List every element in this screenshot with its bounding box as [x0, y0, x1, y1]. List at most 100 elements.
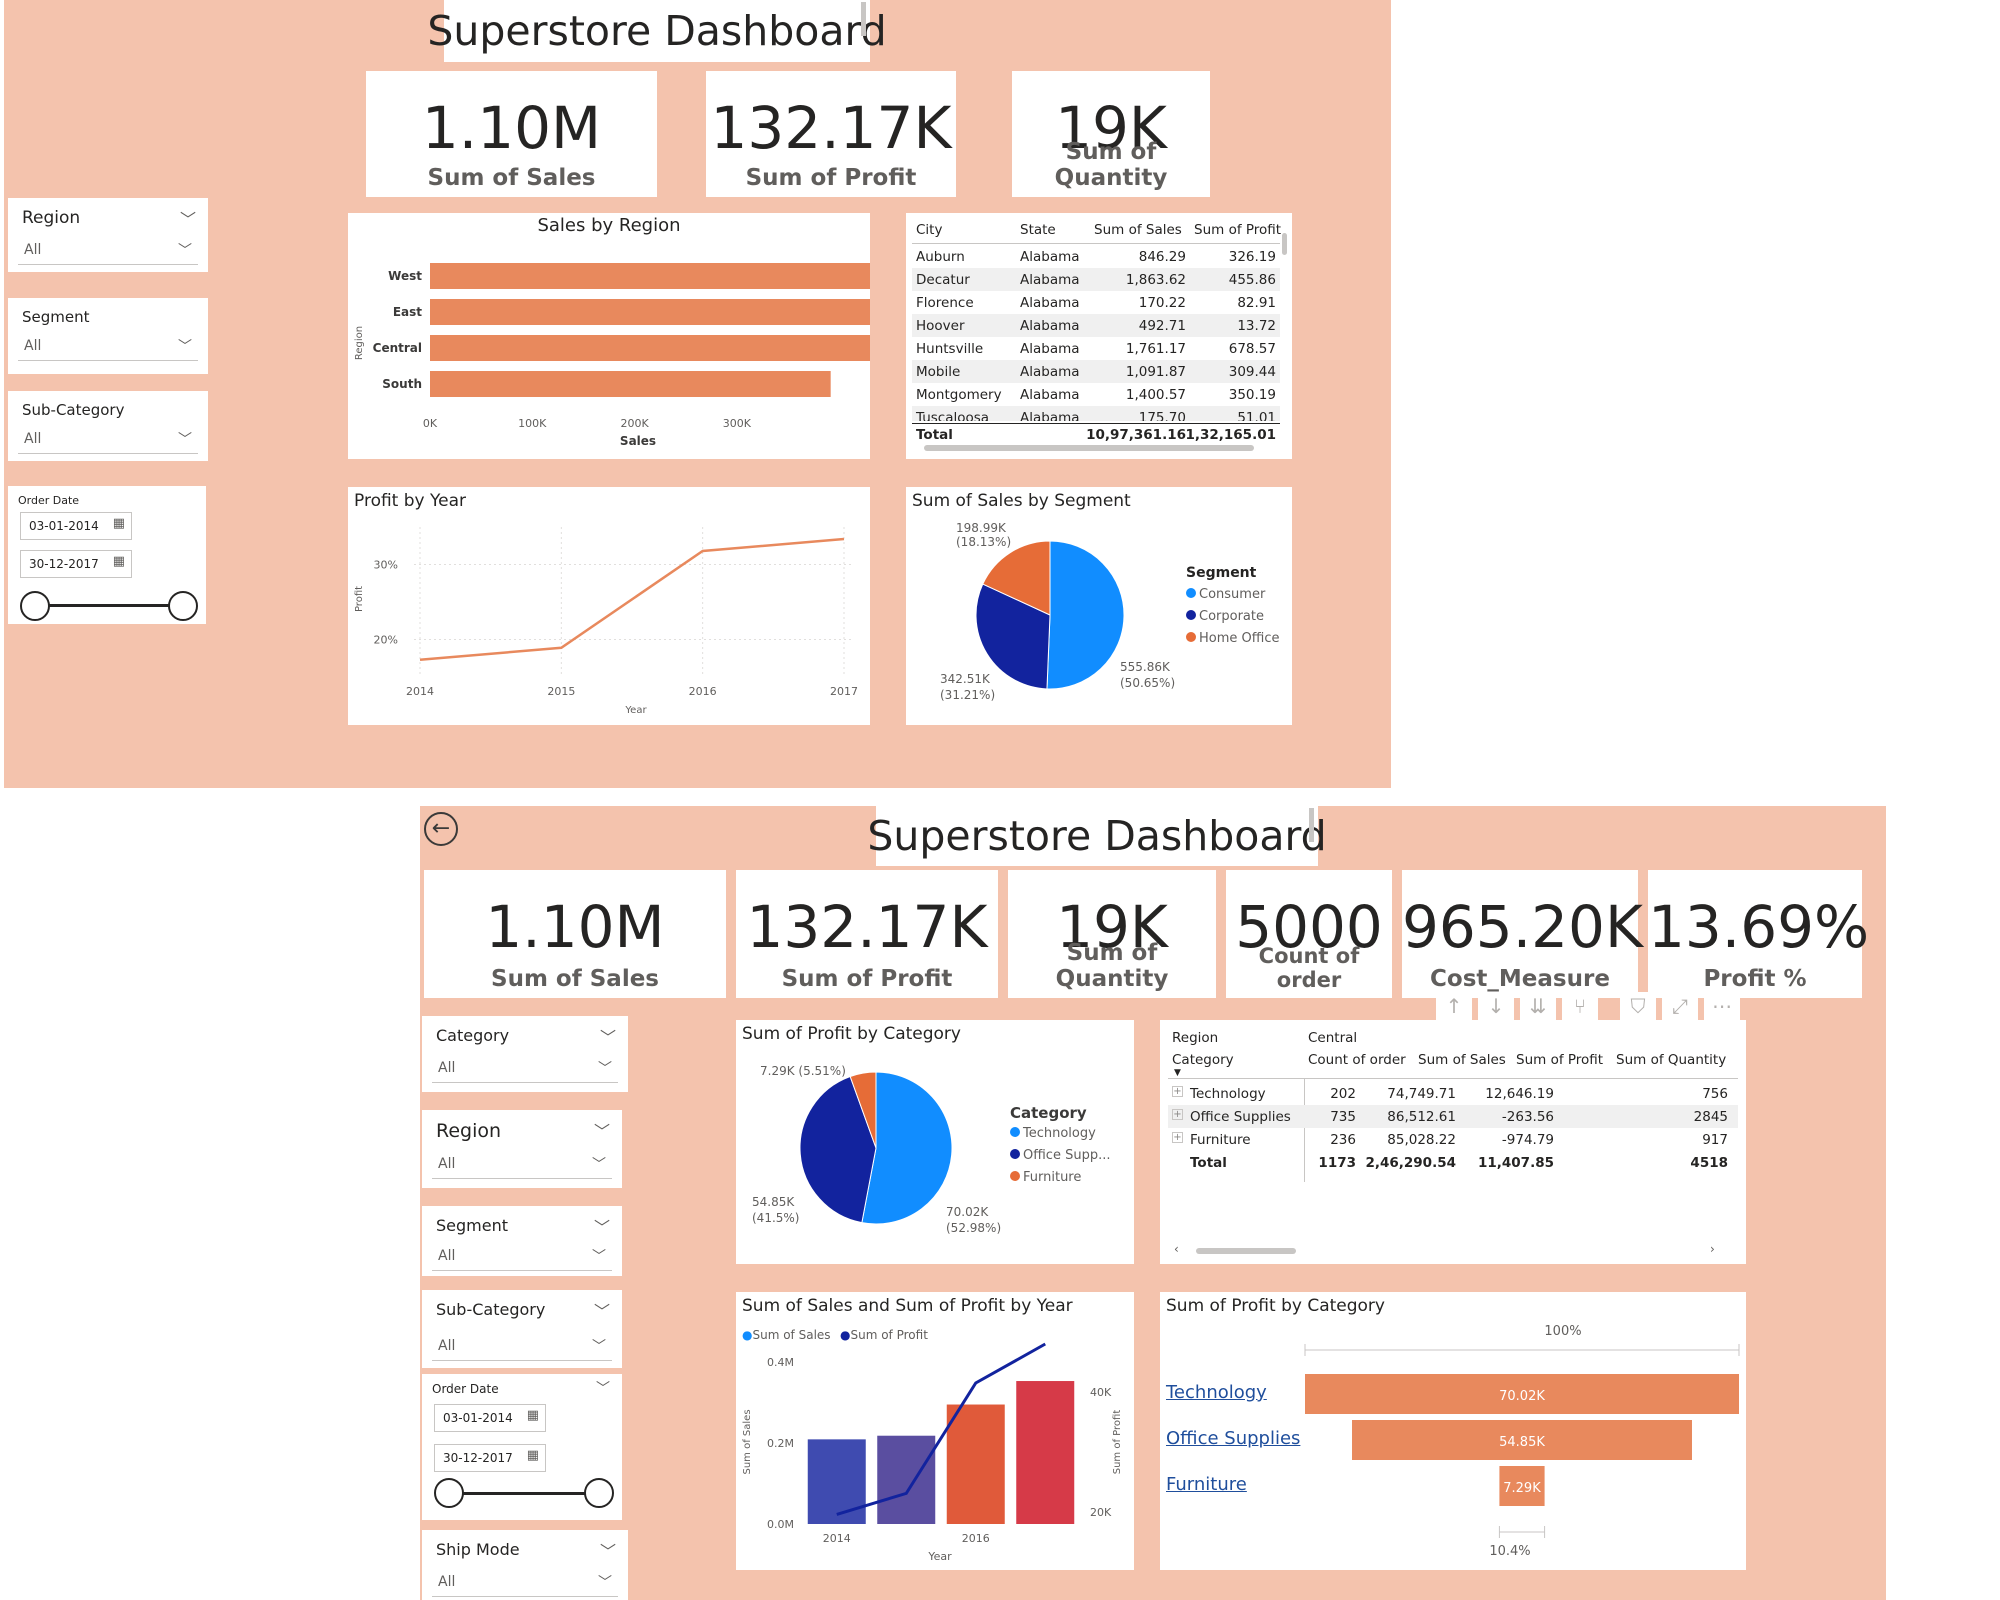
profit-by-category-funnel-visual[interactable]: Sum of Profit by Category 100% 10.4% 70.…	[1160, 1292, 1746, 1570]
start-date-input[interactable]: 03-01-2014 ▦	[20, 512, 132, 540]
segment-dropdown[interactable]: All ﹀	[18, 332, 198, 361]
funnel-category-link[interactable]: Office Supplies	[1166, 1428, 1301, 1449]
kpi-card-cost-measure[interactable]: 965.20K Cost_Measure	[1402, 870, 1643, 998]
region-slicer[interactable]: Region ﹀ All ﹀	[8, 198, 208, 272]
funnel-category-link[interactable]: Technology	[1166, 1382, 1267, 1403]
segment-slicer[interactable]: Segment ﹀ All ﹀	[422, 1206, 622, 1276]
vertical-scrollbar[interactable]	[1282, 233, 1287, 255]
legend-item[interactable]: Furniture	[1010, 1170, 1134, 1192]
column-header-state[interactable]: State	[1020, 222, 1056, 238]
end-date-input[interactable]: 30-12-2017 ▦	[434, 1444, 546, 1472]
filter-icon[interactable]: ⛉	[1620, 992, 1656, 1020]
date-slider-start-handle[interactable]	[20, 591, 50, 621]
horizontal-scrollbar[interactable]	[1196, 1248, 1296, 1254]
matrix-row[interactable]: + Office Supplies 735 86,512.61 -263.56 2845	[1168, 1105, 1738, 1128]
subcategory-slicer[interactable]: Sub-Category All ﹀	[8, 391, 208, 461]
focus-mode-icon[interactable]: ⤢	[1662, 992, 1698, 1020]
table-row[interactable]: Huntsville Alabama 1,761.17 678.57	[912, 337, 1280, 360]
calendar-icon[interactable]: ▦	[526, 1448, 539, 1463]
kpi-card-quantity[interactable]: 19K Sum of Quantity	[1008, 870, 1216, 998]
drill-icon[interactable]: ⑂	[1562, 992, 1598, 1020]
segment-dropdown[interactable]: All ﹀	[432, 1242, 612, 1271]
order-date-slicer[interactable]: Order Date 03-01-2014 ▦ 30-12-2017 ▦	[8, 486, 206, 624]
back-arrow-icon[interactable]: ←	[424, 812, 458, 846]
scroll-left-icon[interactable]: ‹	[1174, 1242, 1179, 1256]
column-header-sales[interactable]: Sum of Sales	[1094, 222, 1182, 238]
matrix-row[interactable]: + Furniture 236 85,028.22 -974.79 917	[1168, 1128, 1738, 1151]
end-date-input[interactable]: 30-12-2017 ▦	[20, 550, 132, 578]
kpi-card-profit-percent[interactable]: 13.69% Profit %	[1648, 870, 1869, 998]
table-row[interactable]: Auburn Alabama 846.29 326.19	[912, 245, 1280, 268]
row-header-category[interactable]: Category	[1172, 1052, 1234, 1068]
profit-by-category-pie-visual[interactable]: Sum of Profit by Category Category Techn…	[736, 1020, 1134, 1264]
expand-icon[interactable]: +	[1172, 1086, 1183, 1097]
sales-profit-by-year-visual[interactable]: Sum of Sales and Sum of Profit by Year ●…	[736, 1292, 1134, 1570]
segment-slicer[interactable]: Segment All ﹀	[8, 298, 208, 374]
expand-all-icon[interactable]: ⇊	[1520, 992, 1556, 1020]
region-dropdown[interactable]: All ﹀	[18, 236, 198, 265]
table-row[interactable]: Mobile Alabama 1,091.87 309.44	[912, 360, 1280, 383]
table-row[interactable]: Montgomery Alabama 1,400.57 350.19	[912, 383, 1280, 406]
kpi-card-quantity[interactable]: 19K Sum of Quantity	[1012, 71, 1210, 197]
chevron-down-icon[interactable]: ﹀	[593, 1302, 610, 1321]
region-slicer[interactable]: Region ﹀ All ﹀	[422, 1110, 622, 1188]
date-slider-end-handle[interactable]	[168, 591, 198, 621]
column-header-city[interactable]: City	[916, 222, 943, 238]
profit-by-year-visual[interactable]: Profit by Year 30% 20% 2014 2015 2016 2017 Yea…	[348, 487, 870, 725]
category-slicer[interactable]: Category ﹀ All ﹀	[422, 1016, 628, 1092]
sales-by-segment-visual[interactable]: Sum of Sales by Segment Segment Consumer…	[906, 487, 1292, 725]
funnel-category-link[interactable]: Furniture	[1166, 1474, 1247, 1495]
column-header-count-order[interactable]: Count of order	[1308, 1052, 1406, 1068]
date-slider-track[interactable]	[32, 604, 184, 607]
legend-item[interactable]: Office Supp...	[1010, 1148, 1134, 1170]
region-category-matrix-visual[interactable]: Region Category ▼ Central Count of order…	[1160, 1020, 1746, 1264]
date-slider-start-handle[interactable]	[434, 1478, 464, 1508]
horizontal-scrollbar[interactable]	[924, 445, 1254, 451]
legend-item[interactable]: Corporate	[1186, 609, 1292, 631]
table-row[interactable]: Tuscaloosa Alabama 175.70 51.01	[912, 406, 1280, 421]
expand-icon[interactable]: +	[1172, 1132, 1183, 1143]
column-header-sum-sales[interactable]: Sum of Sales	[1418, 1052, 1506, 1068]
kpi-card-sales[interactable]: 1.10M Sum of Sales	[366, 71, 657, 197]
expand-icon[interactable]: +	[1172, 1109, 1183, 1120]
kpi-card-sales[interactable]: 1.10M Sum of Sales	[424, 870, 726, 998]
city-table-visual[interactable]: City State Sum of Sales Sum of Profit Au…	[906, 213, 1292, 459]
table-row[interactable]: Florence Alabama 170.22 82.91	[912, 291, 1280, 314]
column-header-sum-quantity[interactable]: Sum of Quantity	[1616, 1052, 1727, 1068]
legend-item[interactable]: Home Office	[1186, 631, 1292, 653]
column-header-sum-profit[interactable]: Sum of Profit	[1516, 1052, 1604, 1068]
date-slider-track[interactable]	[450, 1492, 600, 1495]
region-dropdown[interactable]: All ﹀	[432, 1150, 612, 1179]
calendar-icon[interactable]: ▦	[526, 1408, 539, 1423]
category-dropdown[interactable]: All ﹀	[432, 1054, 618, 1083]
date-slider-end-handle[interactable]	[584, 1478, 614, 1508]
column-header-profit[interactable]: Sum of Profit	[1194, 222, 1282, 238]
matrix-row[interactable]: + Technology 202 74,749.71 12,646.19 756	[1168, 1082, 1738, 1105]
ship-mode-slicer[interactable]: Ship Mode ﹀ All ﹀	[422, 1530, 628, 1600]
chevron-down-icon[interactable]: ﹀	[599, 1542, 616, 1561]
kpi-card-profit[interactable]: 132.17K Sum of Profit	[736, 870, 998, 998]
sort-up-icon[interactable]: ↑	[1436, 992, 1472, 1020]
chevron-down-icon[interactable]: ﹀	[599, 1028, 616, 1047]
subcategory-slicer[interactable]: Sub-Category ﹀ All ﹀	[422, 1290, 622, 1368]
kpi-card-profit[interactable]: 132.17K Sum of Profit	[706, 71, 956, 197]
chevron-down-icon[interactable]: ﹀	[179, 210, 196, 229]
sort-down-icon[interactable]: ↓	[1478, 992, 1514, 1020]
chevron-down-icon[interactable]: ﹀	[593, 1122, 610, 1141]
legend-item[interactable]: Technology	[1010, 1126, 1134, 1148]
order-date-slicer[interactable]: Order Date ﹀ 03-01-2014 ▦ 30-12-2017 ▦	[422, 1374, 622, 1520]
subcategory-dropdown[interactable]: All ﹀	[18, 425, 198, 454]
calendar-icon[interactable]: ▦	[112, 554, 125, 569]
kpi-card-count-order[interactable]: 5000 Count of order	[1226, 870, 1392, 998]
subcategory-dropdown[interactable]: All ﹀	[432, 1332, 612, 1361]
calendar-icon[interactable]: ▦	[112, 516, 125, 531]
table-row[interactable]: Hoover Alabama 492.71 13.72	[912, 314, 1280, 337]
ship-mode-dropdown[interactable]: All ﹀	[432, 1568, 618, 1597]
chevron-down-icon[interactable]: ﹀	[596, 1381, 610, 1397]
scroll-right-icon[interactable]: ›	[1710, 1242, 1715, 1256]
table-row[interactable]: Decatur Alabama 1,863.62 455.86	[912, 268, 1280, 291]
start-date-input[interactable]: 03-01-2014 ▦	[434, 1404, 546, 1432]
sales-by-region-visual[interactable]: Sales by Region 0K 100K 200K 300K West East Ce…	[348, 213, 870, 459]
legend-item[interactable]: Consumer	[1186, 587, 1292, 609]
chevron-down-icon[interactable]: ﹀	[593, 1218, 610, 1237]
